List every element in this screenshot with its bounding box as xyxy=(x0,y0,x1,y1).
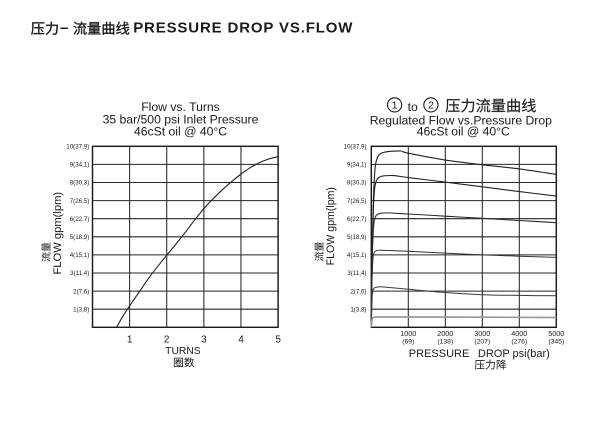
svg-text:–: – xyxy=(60,20,68,37)
svg-text:4(15,1): 4(15,1) xyxy=(347,252,367,259)
svg-text:6(22,7): 6(22,7) xyxy=(347,216,367,223)
svg-text:(69): (69) xyxy=(402,339,414,346)
svg-text:3(11,4): 3(11,4) xyxy=(70,270,89,277)
svg-text:7(26,5): 7(26,5) xyxy=(70,198,90,205)
svg-text:TURNS: TURNS xyxy=(165,346,201,357)
svg-text:2: 2 xyxy=(428,100,434,112)
svg-text:8(30,3): 8(30,3) xyxy=(70,180,90,187)
svg-text:Regulated Flow vs.Pressure Dro: Regulated Flow vs.Pressure Drop xyxy=(370,113,552,127)
svg-text:2: 2 xyxy=(164,335,170,346)
svg-text:4: 4 xyxy=(238,335,244,346)
svg-text:1000: 1000 xyxy=(400,329,416,338)
svg-text:FLOW gpm(lpm): FLOW gpm(lpm) xyxy=(52,192,64,275)
svg-text:to: to xyxy=(408,100,418,114)
svg-text:1(3,8): 1(3,8) xyxy=(73,306,89,313)
svg-text:FLOW gpm(lpm): FLOW gpm(lpm) xyxy=(325,187,337,265)
svg-text:PRESSURE DROP psi(bar): PRESSURE DROP psi(bar) xyxy=(409,348,550,360)
svg-text:7(26,5): 7(26,5) xyxy=(347,198,367,205)
svg-text:8(30,3): 8(30,3) xyxy=(347,180,367,187)
svg-text:(276): (276) xyxy=(511,339,527,346)
svg-text:9(34,1): 9(34,1) xyxy=(347,162,367,169)
svg-text:3000: 3000 xyxy=(474,329,490,338)
svg-text:35 bar/500 psi Inlet Pressure: 35 bar/500 psi Inlet Pressure xyxy=(103,112,259,126)
svg-text:(207): (207) xyxy=(474,339,490,346)
svg-text:2(7,6): 2(7,6) xyxy=(350,288,366,295)
svg-text:3(11,4): 3(11,4) xyxy=(347,270,366,277)
svg-text:4(15,1): 4(15,1) xyxy=(70,252,90,259)
svg-text:46cSt oil @ 40°C: 46cSt oil @ 40°C xyxy=(134,124,227,138)
svg-text:(138): (138) xyxy=(437,339,453,346)
svg-text:9(34,1): 9(34,1) xyxy=(70,162,90,169)
svg-text:3: 3 xyxy=(201,335,207,346)
svg-text:5000: 5000 xyxy=(548,329,564,338)
svg-text:PRESSURE DROP VS.FLOW: PRESSURE DROP VS.FLOW xyxy=(133,20,353,37)
svg-text:6(22,7): 6(22,7) xyxy=(70,216,90,223)
svg-text:46cSt oil @ 40°C: 46cSt oil @ 40°C xyxy=(417,124,510,138)
svg-text:(345): (345) xyxy=(548,339,564,346)
svg-text:5(18,9): 5(18,9) xyxy=(347,234,367,241)
svg-text:10(37,9): 10(37,9) xyxy=(66,144,89,151)
svg-text:1: 1 xyxy=(127,335,133,346)
svg-text:1: 1 xyxy=(392,100,398,112)
svg-text:Flow vs. Turns: Flow vs. Turns xyxy=(141,100,220,114)
svg-text:1(3,8): 1(3,8) xyxy=(350,306,366,313)
svg-text:5: 5 xyxy=(275,335,281,346)
svg-text:2000: 2000 xyxy=(437,329,453,338)
svg-text:10(37,9): 10(37,9) xyxy=(343,144,366,151)
svg-text:4000: 4000 xyxy=(511,329,527,338)
svg-text:2(7,6): 2(7,6) xyxy=(73,288,89,295)
svg-text:5(18,9): 5(18,9) xyxy=(70,234,90,241)
